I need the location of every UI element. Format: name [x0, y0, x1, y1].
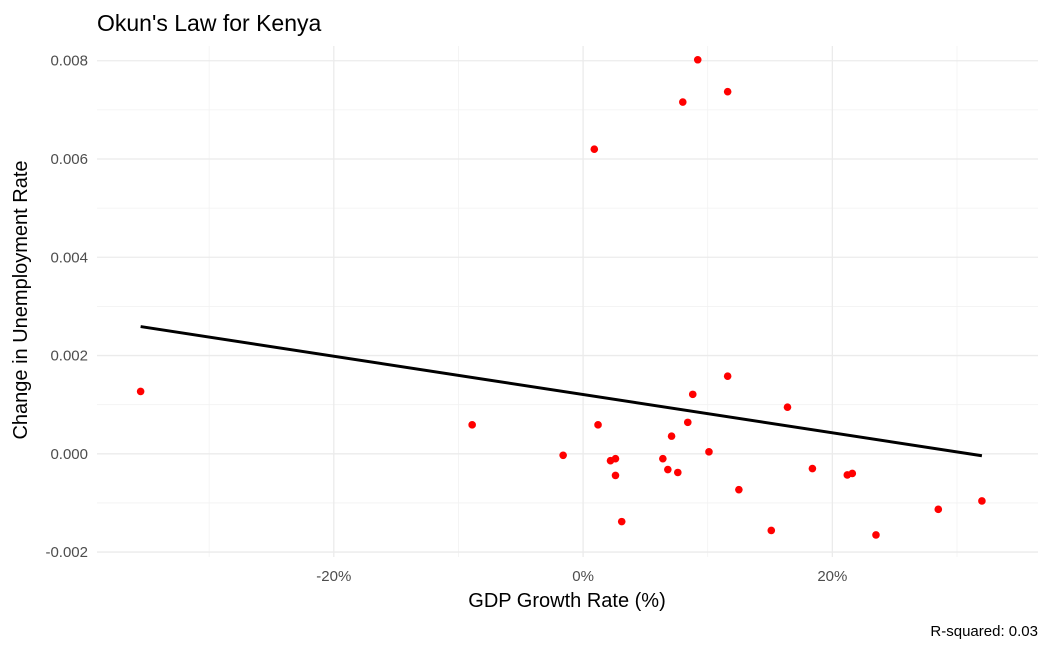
data-point [934, 505, 943, 514]
data-point [659, 454, 667, 463]
data-point [136, 387, 145, 396]
x-axis-ticks: -20% 0% 20% [316, 568, 847, 585]
data-point [693, 55, 702, 64]
y-axis-title: Change in Unemployment Rate [10, 160, 32, 439]
data-point [808, 464, 817, 473]
data-point [667, 432, 676, 440]
data-point [590, 145, 599, 153]
x-axis-title: GDP Growth Rate (%) [468, 590, 665, 612]
y-axis-ticks: -0.002 0.000 0.002 0.004 0.006 0.008 [45, 53, 88, 561]
data-point [723, 372, 732, 380]
data-point [559, 451, 567, 460]
data-point [468, 421, 476, 429]
data-point [664, 465, 672, 474]
data-point [678, 98, 687, 106]
data-point [617, 517, 626, 526]
x-tick-label: -20% [316, 568, 351, 585]
chart-title: Okun's Law for Kenya [97, 10, 321, 36]
regression-line [140, 325, 983, 458]
y-tick-label: 0.000 [50, 446, 88, 463]
r-squared-caption: R-squared: 0.03 [930, 623, 1038, 640]
data-point [705, 448, 713, 456]
y-tick-label: 0.004 [50, 249, 88, 266]
data-point [767, 526, 776, 535]
data-point [611, 471, 620, 480]
data-point [688, 390, 697, 399]
grid [97, 46, 1038, 557]
regression-line-group [140, 325, 983, 458]
y-tick-label: -0.002 [45, 544, 88, 561]
data-point [848, 469, 857, 478]
y-tick-label: 0.002 [50, 348, 88, 365]
data-point [978, 497, 986, 505]
x-tick-label: 0% [572, 568, 594, 585]
data-points [136, 55, 986, 539]
x-tick-label: 20% [817, 568, 847, 585]
data-point [735, 485, 743, 494]
y-tick-label: 0.008 [50, 53, 88, 70]
y-tick-label: 0.006 [50, 151, 88, 168]
data-point [594, 421, 602, 429]
data-point [872, 531, 880, 539]
data-point [723, 87, 732, 96]
data-point [783, 403, 792, 411]
data-point [611, 454, 620, 463]
data-point [674, 468, 682, 477]
data-point [683, 418, 692, 427]
